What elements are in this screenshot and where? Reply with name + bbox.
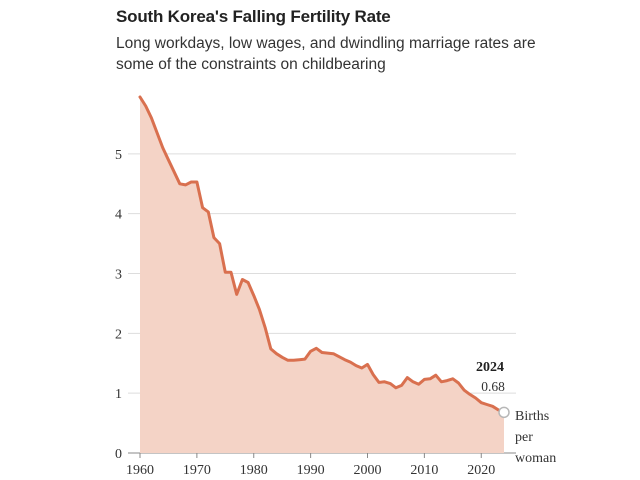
y-tick-label: 3	[115, 268, 122, 283]
y-axis-tick-labels: 0 1 2 3 4 5	[115, 148, 122, 462]
series-line	[138, 95, 506, 414]
unit-label-line-2: per	[515, 430, 533, 445]
x-axis-tick-labels: 1960 1970 1980 1990 2000 2010 2020	[126, 453, 495, 478]
x-tick-label: 1980	[240, 463, 268, 478]
x-tick-label: 2010	[410, 463, 438, 478]
y-tick-label: 2	[115, 327, 122, 342]
unit-label-line-1: Births	[515, 409, 549, 424]
area-fill	[140, 97, 504, 453]
end-point-marker	[498, 406, 510, 419]
chart-subtitle: Long workdays, low wages, and dwindling …	[116, 35, 536, 73]
x-tick-label: 1970	[183, 463, 211, 478]
end-value-label: 0.68	[481, 379, 505, 394]
unit-label-line-3: woman	[515, 451, 556, 466]
end-year-label: 2024	[476, 360, 504, 375]
y-tick-label: 4	[115, 208, 122, 223]
chart-title: South Korea's Falling Fertility Rate	[116, 7, 391, 26]
x-tick-label: 2020	[467, 463, 495, 478]
x-tick-label: 1960	[126, 463, 154, 478]
x-tick-label: 1990	[297, 463, 325, 478]
y-tick-label: 1	[115, 387, 122, 402]
area-layer	[138, 95, 510, 453]
y-tick-label: 5	[115, 148, 122, 163]
x-tick-label: 2000	[354, 463, 382, 478]
y-tick-label: 0	[115, 447, 122, 462]
annotations: 2024 0.68 Births per woman	[476, 360, 556, 466]
